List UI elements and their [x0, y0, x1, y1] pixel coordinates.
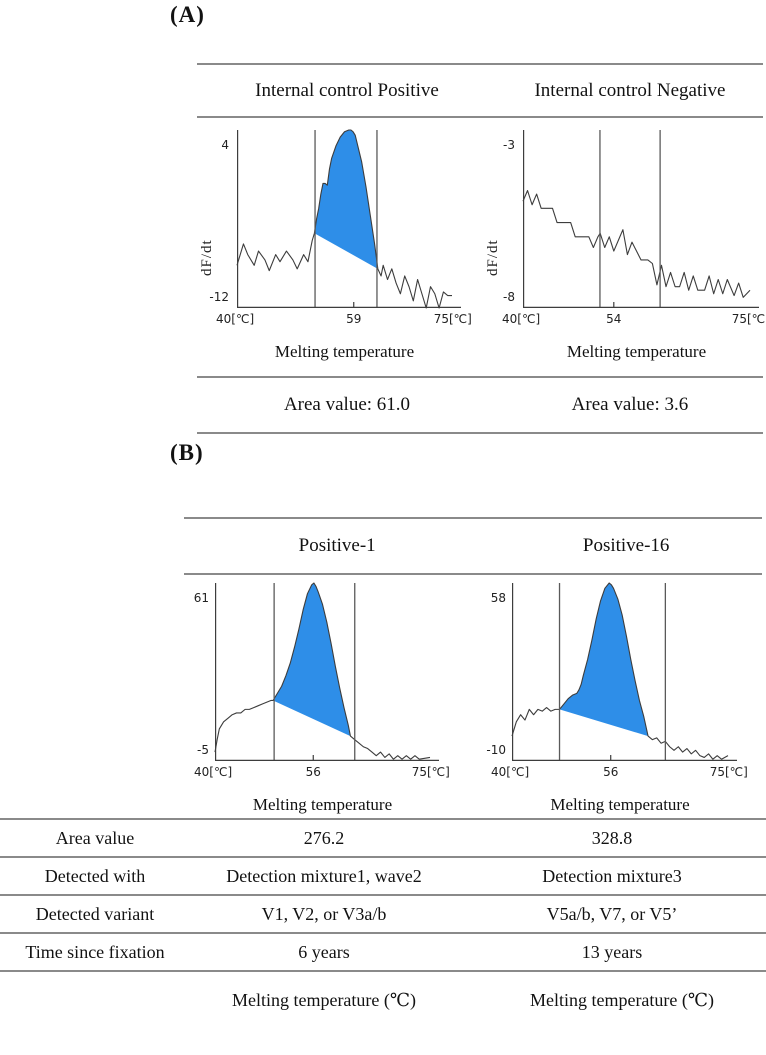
plot-area — [522, 130, 759, 308]
chart-internal-control-negative: dF/dt -3 -8 40[℃] 54 75[℃] Melting temperature — [481, 126, 766, 376]
panel-a-header-row: Internal control Positive Internal contr… — [197, 63, 763, 118]
panel-a-header-positive: Internal control Positive — [255, 79, 439, 101]
melt-curve — [236, 129, 452, 309]
table-row-time-since-fixation: Time since fixation 6 years 13 years — [0, 934, 766, 972]
panel-b-results-table: Area value 276.2 328.8 Detected with Det… — [0, 818, 766, 972]
time-since-fixation-positive-16: 13 years — [581, 941, 643, 962]
table-row-detected-with: Detected with Detection mixture1, wave2 … — [0, 858, 766, 896]
plot-area — [511, 582, 737, 761]
melt-curve — [522, 189, 751, 298]
peak-area-fill — [273, 583, 351, 737]
x-axis-caption: Melting temperature — [550, 795, 690, 814]
x-tick-mid: 54 — [606, 312, 622, 326]
y-bottom-tick: -12 — [209, 290, 229, 304]
y-axis-label: dF/dt — [199, 239, 215, 276]
x-tick-left: 40[℃] — [216, 312, 255, 326]
chart-internal-control-positive: dF/dt 4 -12 40[℃] 59 75[℃] Melting temperature — [195, 126, 480, 376]
row-label: Time since fixation — [25, 941, 165, 962]
y-axis-label: dF/dt — [485, 239, 501, 276]
panel-b-header-row: Positive-1 Positive-16 — [184, 517, 762, 575]
time-since-fixation-positive-1: 6 years — [298, 941, 350, 962]
panel-a-header-negative: Internal control Negative — [534, 79, 726, 101]
y-top-tick: 61 — [193, 591, 209, 605]
y-bottom-tick: -5 — [197, 743, 209, 757]
x-tick-mid: 56 — [603, 765, 619, 779]
panel-b-label: (B) — [170, 440, 204, 465]
panel-a-label: (A) — [170, 2, 205, 27]
area-value-negative: Area value: 3.6 — [571, 394, 689, 415]
y-top-tick: 58 — [490, 591, 506, 605]
x-tick-mid: 59 — [346, 312, 362, 326]
x-tick-mid: 56 — [305, 765, 321, 779]
panel-b-header-positive-16: Positive-16 — [582, 535, 670, 556]
x-tick-right: 75[℃] — [709, 765, 748, 779]
melt-curve — [214, 582, 431, 760]
plot-area — [236, 129, 461, 309]
chart-positive-1: 61 -5 40[℃] 56 75[℃] Melting temperature — [175, 579, 460, 824]
area-value-positive: Area value: 61.0 — [283, 394, 411, 415]
x-tick-right: 75[℃] — [731, 312, 766, 326]
row-label: Detected with — [44, 865, 146, 886]
row-label: Area value — [55, 827, 135, 848]
x-axis-caption: Melting temperature — [274, 342, 415, 361]
melting-temperature-caption-left: Melting temperature (℃) — [231, 990, 417, 1010]
x-tick-right: 75[℃] — [411, 765, 450, 779]
table-row-area-value: Area value 276.2 328.8 — [0, 820, 766, 858]
panel-b-header-positive-1: Positive-1 — [298, 535, 376, 556]
x-tick-left: 40[℃] — [502, 312, 541, 326]
area-value-positive-16: 328.8 — [591, 827, 633, 848]
detected-with-positive-16: Detection mixture3 — [542, 865, 682, 886]
chart-positive-16: 58 -10 40[℃] 56 75[℃] Melting temperature — [472, 579, 757, 824]
area-value-positive-1: 276.2 — [303, 827, 345, 848]
x-tick-left: 40[℃] — [491, 765, 530, 779]
x-tick-right: 75[℃] — [433, 312, 472, 326]
row-label: Detected variant — [35, 903, 155, 924]
panel-a-area-value-row: Area value: 61.0 Area value: 3.6 — [197, 376, 763, 434]
y-bottom-tick: -8 — [503, 290, 515, 304]
table-row-detected-variant: Detected variant V1, V2, or V3a/b V5a/b,… — [0, 896, 766, 934]
melting-temperature-caption-right: Melting temperature (℃) — [529, 990, 715, 1010]
detected-variant-positive-1: V1, V2, or V3a/b — [261, 903, 387, 924]
melt-curve — [511, 582, 729, 760]
y-top-tick: 4 — [221, 138, 229, 152]
y-bottom-tick: -10 — [486, 743, 506, 757]
detected-variant-positive-16: V5a/b, V7, or V5’ — [546, 903, 678, 924]
x-axis-caption: Melting temperature — [252, 795, 393, 814]
peak-area-fill — [559, 583, 649, 737]
x-axis-caption: Melting temperature — [566, 342, 707, 361]
y-top-tick: -3 — [503, 138, 515, 152]
detected-with-positive-1: Detection mixture1, wave2 — [226, 865, 422, 886]
x-tick-left: 40[℃] — [194, 765, 233, 779]
plot-area — [214, 582, 439, 761]
